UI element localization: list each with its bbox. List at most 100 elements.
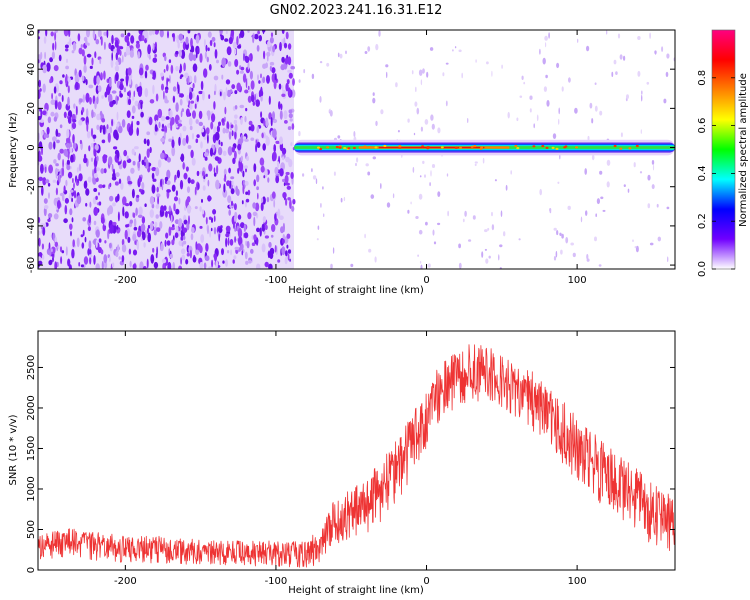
spectrogram-noise-blob xyxy=(269,65,272,72)
spectrogram-noise-blob xyxy=(237,214,242,220)
spectrogram-noise-blob xyxy=(226,121,230,131)
snr-y-tick-label: 2500 xyxy=(26,355,37,380)
spectrogram-noise-blob xyxy=(78,173,83,182)
spectrogram-noise-blob xyxy=(66,159,70,166)
spectrogram-noise-blob xyxy=(232,259,235,264)
spectrogram-sparse-blob xyxy=(372,156,376,160)
spectrogram-noise-blob xyxy=(207,31,212,38)
spectrogram-noise-blob xyxy=(245,240,247,246)
spectrogram-noise-blob xyxy=(143,162,146,167)
spectrogram-noise-blob xyxy=(96,113,101,121)
spectrogram-sparse-blob xyxy=(594,82,597,85)
spectrogram-noise-blob xyxy=(281,56,285,63)
spectrogram-noise-blob xyxy=(52,179,57,183)
snr-x-tick-label: -200 xyxy=(114,576,137,587)
spectrogram-noise-blob xyxy=(187,75,190,85)
spectrogram-noise-blob xyxy=(80,264,84,268)
spectrogram-noise-blob xyxy=(166,157,171,163)
spectrogram-noise-blob xyxy=(64,204,68,215)
spectrogram-noise-blob xyxy=(152,178,157,182)
spectrogram-noise-blob xyxy=(82,94,85,103)
spectrogram-sparse-blob xyxy=(560,249,563,255)
spectrogram-sparse-blob xyxy=(458,243,461,249)
spectrogram-noise-blob xyxy=(59,192,65,197)
spectrogram-sparse-blob xyxy=(656,203,659,208)
spectrogram-noise-blob xyxy=(146,258,149,269)
spectrogram-noise-blob xyxy=(213,172,217,177)
spectrogram-noise-blob xyxy=(109,195,114,202)
spectrogram-noise-blob xyxy=(241,250,244,256)
spectrogram-noise-blob xyxy=(157,108,163,119)
spectrogram-sparse-blob xyxy=(649,32,651,39)
spectrogram-noise-blob xyxy=(94,51,97,59)
spectrogram-noise-blob xyxy=(235,185,238,195)
signal-hotspot xyxy=(440,146,444,149)
spectrogram-sparse-blob xyxy=(374,256,377,263)
spectrogram-sparse-blob xyxy=(553,255,557,261)
spectrogram-noise-blob xyxy=(128,76,132,86)
signal-hotspot xyxy=(319,147,323,151)
spectrogram-noise-blob xyxy=(160,72,164,77)
spectrogram-noise-blob xyxy=(247,30,250,33)
spectrogram-noise-blob xyxy=(240,117,243,125)
spectrogram-noise-blob xyxy=(49,57,53,63)
spectrogram-sparse-blob xyxy=(445,100,448,107)
spectrogram-noise-blob xyxy=(172,86,177,92)
spectrogram-sparse-blob xyxy=(552,133,557,140)
spectrogram-noise-blob xyxy=(261,243,266,253)
spectrogram-sparse-blob xyxy=(317,225,320,230)
spectrogram-noise-blob xyxy=(278,83,282,90)
spectrogram-noise-blob xyxy=(262,76,266,84)
spectrogram-noise-blob xyxy=(38,155,43,162)
spectrogram-noise-blob xyxy=(83,256,89,265)
spectrogram-noise-blob xyxy=(168,138,173,142)
spectrogram-noise-blob xyxy=(215,179,220,190)
spectrogram-noise-blob xyxy=(247,85,250,90)
spectrogram-noise-blob xyxy=(122,206,125,217)
spectrogram-noise-blob xyxy=(223,177,226,182)
spectrogram-noise-blob xyxy=(210,121,214,130)
spectrogram-sparse-blob xyxy=(584,168,587,175)
spectrogram-noise-blob xyxy=(186,186,191,194)
spectrogram-noise-blob xyxy=(214,156,220,162)
spectrogram-noise-blob xyxy=(50,111,55,117)
signal-hotspot xyxy=(363,145,367,148)
spectrogram-noise-blob xyxy=(64,44,69,49)
spectrogram-noise-blob xyxy=(86,131,91,139)
spectrogram-sparse-blob xyxy=(386,202,391,208)
spectrogram-sparse-blob xyxy=(319,61,323,64)
spectrogram-noise-blob xyxy=(233,119,238,125)
spectrogram-noise-blob xyxy=(118,178,122,185)
spectrogram-noise-blob xyxy=(74,81,79,91)
spectrogram-noise-blob xyxy=(151,203,155,209)
spectrogram-noise-blob xyxy=(239,30,245,38)
spectrogram-noise-blob xyxy=(53,65,59,72)
spectrogram-sparse-blob xyxy=(427,263,431,268)
spectrogram-noise-blob xyxy=(143,242,146,248)
spectrogram-noise-blob xyxy=(81,107,85,113)
spectrogram-noise-blob xyxy=(80,234,84,238)
spectrogram-noise-blob xyxy=(136,240,140,251)
spectrogram-sparse-blob xyxy=(481,251,484,258)
spectrogram-noise-blob xyxy=(245,107,248,112)
spectrogram-noise-blob xyxy=(173,203,176,212)
spectrogram-noise-blob xyxy=(81,75,85,82)
spectrogram-noise-blob xyxy=(106,124,109,129)
spectrogram-noise-blob xyxy=(109,182,112,188)
spectrogram-noise-blob xyxy=(244,115,247,123)
spectrogram-noise-blob xyxy=(222,260,225,264)
spectrogram-noise-blob xyxy=(117,211,120,222)
spectrogram-sparse-blob xyxy=(375,43,379,51)
spectrogram-noise-blob xyxy=(160,178,163,188)
spectrogram-sparse-blob xyxy=(375,120,378,127)
spectrogram-noise-blob xyxy=(277,259,281,263)
spectrogram-noise-blob xyxy=(228,209,231,216)
spectrogram-noise-blob xyxy=(260,86,263,97)
spectrogram-noise-blob xyxy=(233,255,237,260)
spectrogram-noise-blob xyxy=(39,88,42,92)
spectrogram-noise-blob xyxy=(281,84,284,92)
spectrogram-noise-blob xyxy=(286,185,291,190)
spectrogram-sparse-blob xyxy=(641,94,643,102)
spectrogram-sparse-blob xyxy=(641,90,643,95)
spectrogram-noise-blob xyxy=(115,61,119,66)
